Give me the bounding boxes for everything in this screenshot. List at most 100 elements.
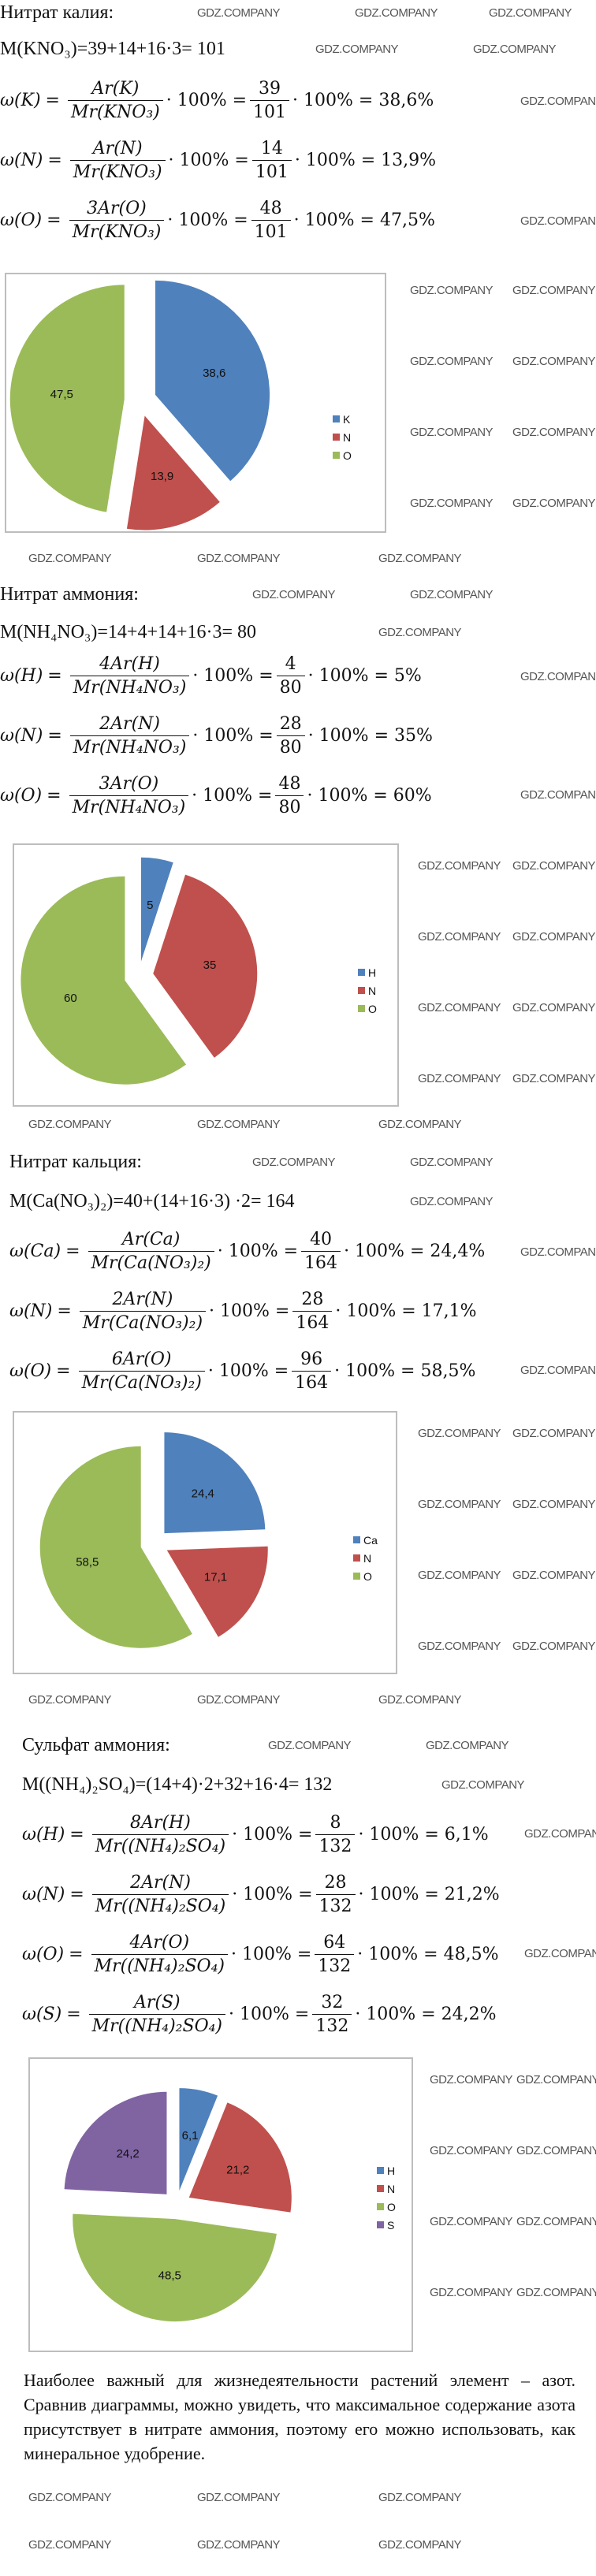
fraction-denominator: Mr((NH₄)₂SO₄)	[88, 2014, 226, 2036]
value-numerator: 28	[301, 1290, 324, 1309]
value-denominator: 80	[276, 735, 305, 758]
fraction-denominator: Mr((NH₄)₂SO₄)	[91, 1954, 228, 1976]
watermark-text: GDZ.COMPANY	[197, 2491, 281, 2504]
legend-item: O	[353, 1567, 378, 1585]
watermark-text: GDZ.COMPANY	[418, 1640, 501, 1653]
formula-result: · 100% = 24,4%	[344, 1241, 486, 1261]
legend-label: O	[368, 1002, 377, 1015]
equals-sign: =	[69, 1825, 84, 1845]
value-numerator: 64	[323, 1933, 346, 1952]
pie-slice-h	[179, 2088, 218, 2191]
watermark-text: GDZ.COMPANY	[418, 1001, 501, 1014]
formula-multiplier: · 100% =	[192, 786, 273, 806]
mass-fraction-formula: ω(N) = 2Ar(N) Mr(Ca(NO₃)₂) · 100% = 28 164 · 10…	[9, 1290, 477, 1333]
watermark-text: GDZ.COMPANY	[520, 95, 596, 108]
watermark-text: GDZ.COMPANY	[252, 588, 336, 601]
formula-lhs: ω(H)	[0, 666, 43, 686]
legend-label: N	[368, 984, 377, 997]
fraction-denominator: Mr(Ca(NO₃)₂)	[79, 1311, 207, 1333]
pie-slice-o	[73, 2213, 277, 2322]
formula-lhs: ω(N)	[0, 726, 43, 746]
equals-sign: =	[57, 1301, 72, 1321]
legend-item: H	[358, 963, 377, 981]
conclusion-paragraph: Наиболее важный для жизнедеятельности ра…	[24, 2370, 576, 2463]
watermark-text: GDZ.COMPANY	[418, 930, 501, 944]
value-fraction: 96 164	[292, 1349, 332, 1393]
watermark-text: GDZ.COMPANY	[378, 552, 462, 565]
formula-fraction: 6Ar(O) Mr(Ca(NO₃)₂)	[78, 1349, 205, 1393]
watermark-text: GDZ.COMPANY	[516, 2215, 596, 2228]
formula-result: · 100% = 35%	[307, 726, 433, 746]
watermark-text: GDZ.COMPANY	[520, 788, 596, 802]
fraction-numerator: 8Ar(H)	[130, 1813, 191, 1833]
value-numerator: 28	[324, 1873, 347, 1893]
watermark-text: GDZ.COMPANY	[315, 43, 399, 56]
legend-swatch	[333, 415, 340, 423]
fraction-denominator: Mr(Ca(NO₃)₂)	[88, 1251, 214, 1273]
fraction-denominator: Mr((NH₄)₂SO₄)	[91, 1834, 229, 1856]
pie-data-label: 13,9	[151, 470, 173, 483]
fraction-numerator: Ar(Ca)	[121, 1230, 181, 1249]
watermark-text: GDZ.COMPANY	[441, 1778, 525, 1792]
equals-sign: =	[56, 1361, 71, 1381]
section-title: Сульфат аммония:	[22, 1735, 170, 1755]
pie-slice-h	[140, 857, 173, 962]
pie-data-label: 17,1	[204, 1570, 227, 1584]
watermark-text: GDZ.COMPANY	[378, 626, 462, 639]
formula-result: · 100% = 21,2%	[358, 1885, 500, 1904]
pie-data-label: 38,6	[203, 367, 225, 380]
pie-chart-plot: 38,6 13,9 47,5	[9, 280, 270, 530]
formula-multiplier: · 100% =	[217, 1241, 299, 1261]
equals-sign: =	[66, 2005, 81, 2024]
mass-fraction-formula: ω(H) = 8Ar(H) Mr((NH₄)₂SO₄) · 100% = 8 132 · 10…	[22, 1813, 489, 1856]
formula-fraction: Ar(Ca) Mr(Ca(NO₃)₂)	[88, 1230, 214, 1273]
value-fraction: 32 132	[312, 1993, 352, 2036]
pie-data-label: 24,4	[192, 1487, 214, 1500]
fraction-numerator: 2Ar(N)	[112, 1290, 173, 1309]
watermark-text: GDZ.COMPANY	[410, 426, 494, 439]
watermark-text: GDZ.COMPANY	[512, 284, 596, 297]
value-denominator: 164	[292, 1371, 332, 1393]
legend-label: K	[343, 412, 351, 426]
formula-result: · 100% = 60%	[307, 786, 432, 806]
fraction-numerator: 3Ar(O)	[87, 199, 147, 218]
mass-fraction-formula: ω(S) = Ar(S) Mr((NH₄)₂SO₄) · 100% = 32 132 · 10…	[22, 1993, 497, 2036]
watermark-text: GDZ.COMPANY	[197, 1118, 281, 1131]
equals-sign: =	[47, 786, 61, 806]
formula-lhs: ω(Ca)	[9, 1241, 61, 1261]
equals-sign: =	[47, 726, 62, 746]
watermark-text: GDZ.COMPANY	[268, 1739, 352, 1752]
watermark-text: GDZ.COMPANY	[28, 1693, 112, 1707]
pie-slice-o	[9, 285, 125, 512]
equals-sign: =	[45, 91, 60, 110]
legend-swatch	[333, 434, 340, 441]
formula-result: · 100% = 5%	[307, 666, 422, 686]
value-denominator: 101	[251, 220, 291, 242]
watermark-text: GDZ.COMPANY	[28, 1118, 112, 1131]
watermark-text: GDZ.COMPANY	[426, 1739, 509, 1752]
value-numerator: 48	[259, 199, 282, 218]
legend-item: O	[333, 446, 352, 464]
formula-multiplier: · 100% =	[192, 726, 274, 746]
fraction-numerator: 2Ar(N)	[99, 714, 160, 734]
pie-slice-ca	[164, 1432, 266, 1534]
value-fraction: 8 132	[315, 1813, 356, 1856]
mass-fraction-formula: ω(O) = 6Ar(O) Mr(Ca(NO₃)₂) · 100% = 96 164 · 10…	[9, 1349, 475, 1393]
fraction-denominator: Mr(NH₄NO₃)	[69, 676, 190, 698]
watermark-text: GDZ.COMPANY	[524, 1827, 596, 1841]
fraction-denominator: Mr(KNO₃)	[69, 220, 165, 242]
legend-swatch	[333, 452, 340, 459]
watermark-text: GDZ.COMPANY	[512, 497, 596, 510]
value-denominator: 101	[251, 160, 292, 182]
value-fraction: 39 101	[250, 79, 290, 122]
legend-label: H	[387, 2164, 396, 2177]
pie-slice-n	[166, 1546, 268, 1637]
watermark-text: GDZ.COMPANY	[524, 1947, 596, 1960]
value-fraction: 40 164	[301, 1230, 341, 1273]
equals-sign: =	[47, 210, 61, 230]
formula-fraction: 2Ar(N) Mr(Ca(NO₃)₂)	[79, 1290, 207, 1333]
formula-multiplier: · 100% =	[232, 1825, 313, 1845]
formula-lhs: ω(N)	[0, 151, 43, 170]
watermark-text: GDZ.COMPANY	[252, 1156, 336, 1169]
pie-chart-plot: 24,4 17,1 58,5	[39, 1432, 268, 1648]
